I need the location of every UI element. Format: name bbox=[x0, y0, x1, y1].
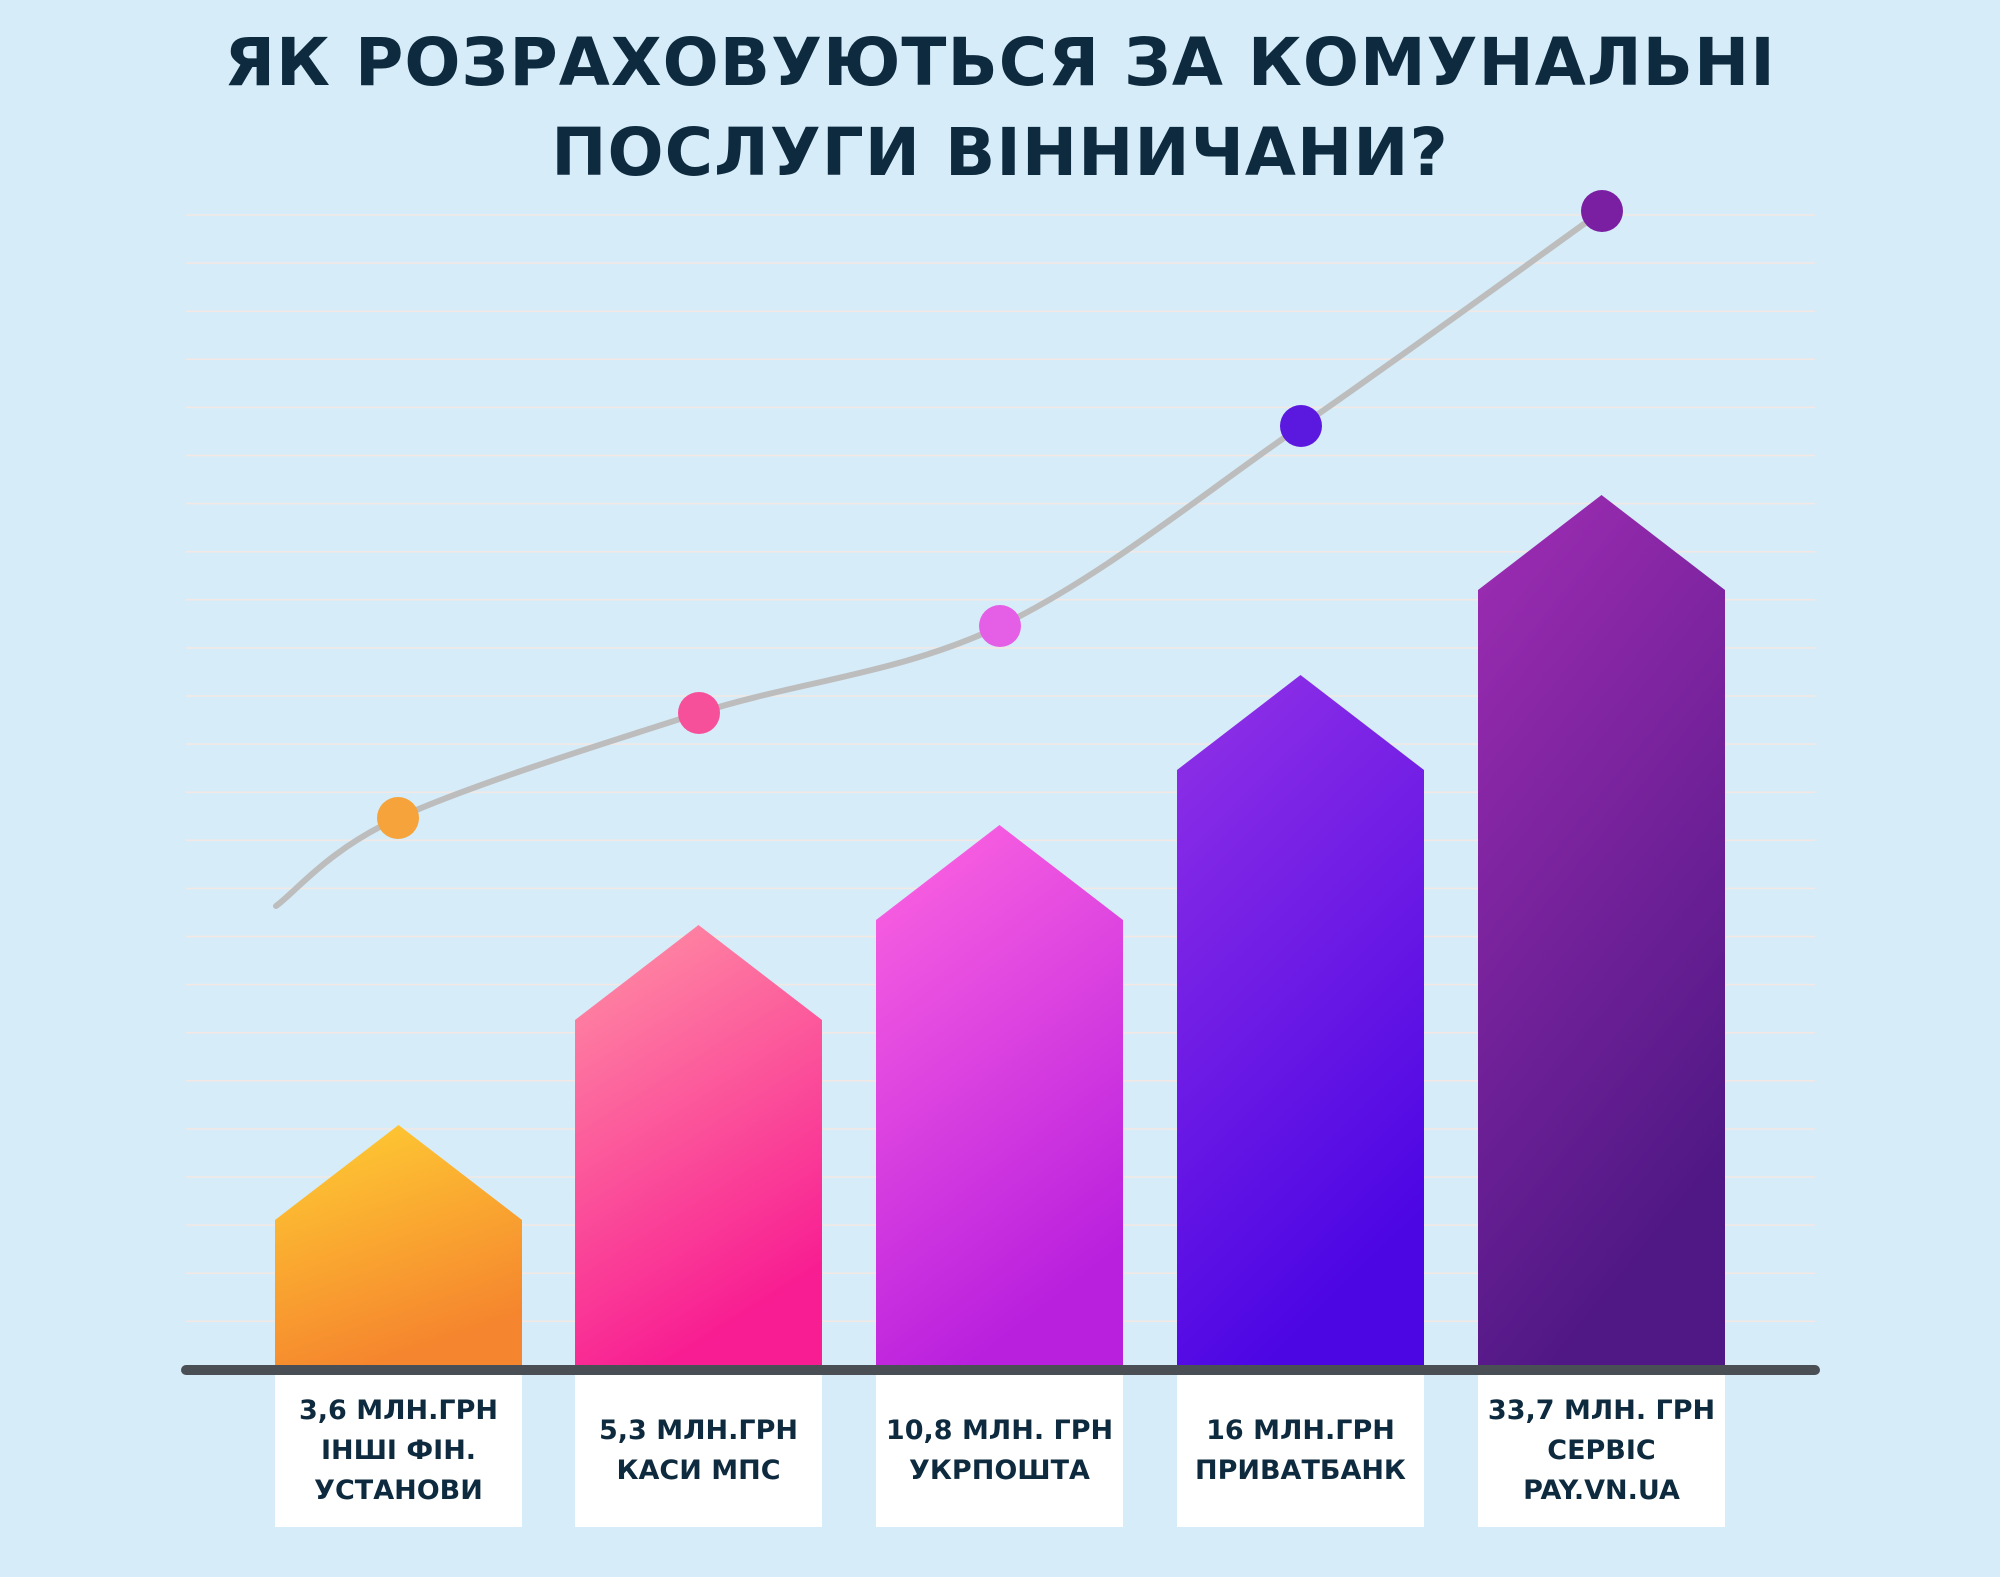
trend-point bbox=[1581, 190, 1623, 232]
bar bbox=[1177, 675, 1424, 1370]
chart-title: ЯК РОЗРАХОВУЮТЬСЯ ЗА КОМУНАЛЬНІ ПОСЛУГИ … bbox=[0, 18, 2000, 198]
chart-title-line-2: ПОСЛУГИ ВІННИЧАНИ? bbox=[551, 114, 1449, 191]
bar bbox=[1478, 495, 1725, 1370]
trend-line-group bbox=[273, 190, 1623, 909]
bar bbox=[275, 1125, 522, 1370]
trend-point bbox=[979, 605, 1021, 647]
trend-point bbox=[1280, 405, 1322, 447]
bar bbox=[876, 825, 1123, 1370]
chart-title-line-1: ЯК РОЗРАХОВУЮТЬСЯ ЗА КОМУНАЛЬНІ bbox=[224, 24, 1776, 101]
bars bbox=[275, 495, 1725, 1370]
trend-point bbox=[678, 692, 720, 734]
bar bbox=[575, 925, 822, 1370]
trend-point bbox=[377, 797, 419, 839]
